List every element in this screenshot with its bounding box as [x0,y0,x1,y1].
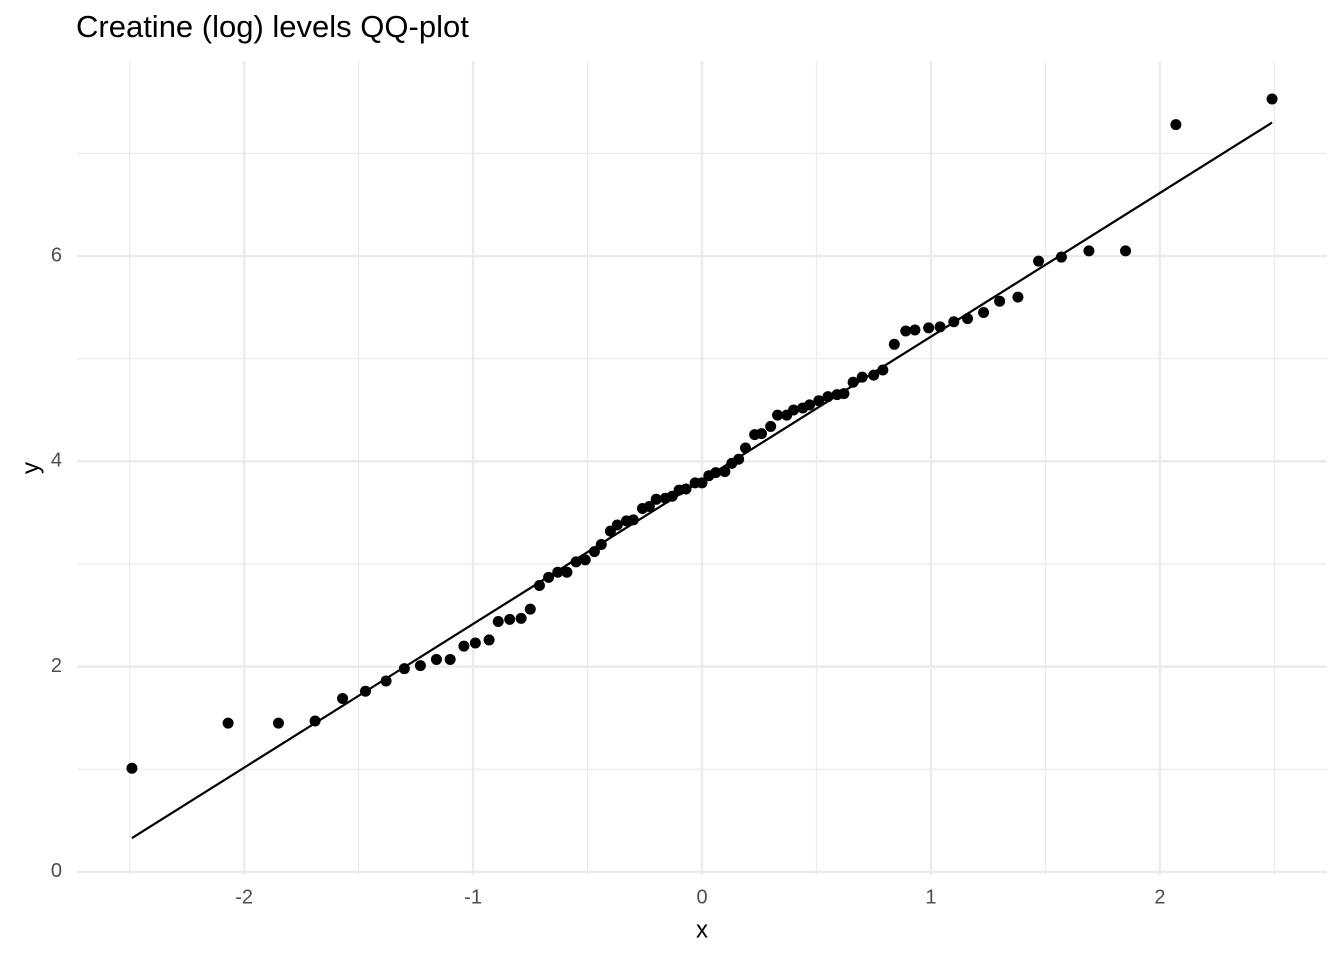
y-tick-label: 4 [51,450,62,472]
point [272,717,284,729]
point [934,321,946,333]
point [1083,245,1095,257]
chart-title: Creatine (log) levels QQ-plot [76,9,469,44]
point [680,483,692,495]
point [696,477,708,489]
point [222,717,234,729]
point [838,388,850,400]
point [868,369,880,381]
x-axis-title: x [696,916,708,943]
y-tick-label: 6 [51,244,62,266]
point [877,364,889,376]
x-tick-label: 1 [925,886,936,908]
point [543,571,555,583]
point [909,324,921,336]
point [570,556,582,568]
point [765,420,777,432]
y-axis-title: y [17,462,44,474]
point [1120,245,1132,257]
point [900,325,912,337]
point [588,546,600,558]
point [978,306,990,318]
point [813,395,825,407]
point [1055,251,1067,263]
x-tick-label: -2 [235,886,253,908]
point [595,538,607,550]
point [611,519,623,531]
y-tick-label: 0 [51,860,62,882]
point [337,692,349,704]
point [822,391,834,403]
point [856,371,868,383]
point [414,660,426,672]
point [788,404,800,416]
point [650,493,662,505]
point [1266,93,1278,105]
point [492,615,504,627]
point [1033,255,1045,267]
x-tick-label: -1 [464,886,482,908]
point [444,653,456,665]
point [923,322,935,334]
point [359,685,371,697]
point [483,634,495,646]
point [552,566,564,578]
point [380,675,392,687]
point [430,653,442,665]
point [739,442,751,454]
point [994,295,1006,307]
point [309,715,321,727]
point [1012,291,1024,303]
point [710,467,722,479]
x-tick-label: 2 [1154,886,1165,908]
point [126,762,138,774]
point [733,453,745,465]
point [948,316,960,328]
x-tick-label: 0 [696,886,707,908]
point [804,399,816,411]
point [458,640,470,652]
point [524,603,536,615]
point [719,466,731,478]
point [504,613,516,625]
point [515,612,527,624]
point [643,500,655,512]
y-tick-label: 2 [51,655,62,677]
point [469,637,481,649]
point [888,338,900,350]
point [756,428,768,440]
point [627,514,639,526]
point [398,663,410,675]
point [579,554,591,566]
point [847,376,859,388]
point [1170,119,1182,131]
point [962,313,974,325]
point [561,566,573,578]
point [772,409,784,421]
point [533,580,545,592]
